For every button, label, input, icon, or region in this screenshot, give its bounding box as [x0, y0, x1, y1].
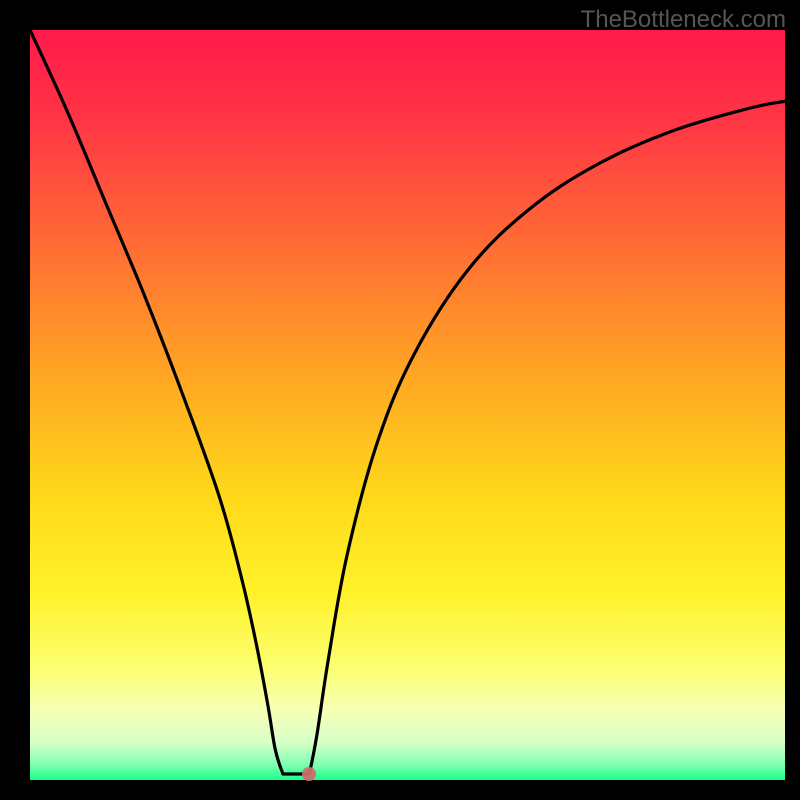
watermark-text: TheBottleneck.com — [581, 6, 786, 34]
chart-container: TheBottleneck.com — [0, 0, 800, 800]
optimal-point-marker — [302, 767, 316, 781]
bottleneck-curve — [30, 30, 785, 780]
plot-area — [30, 30, 785, 780]
